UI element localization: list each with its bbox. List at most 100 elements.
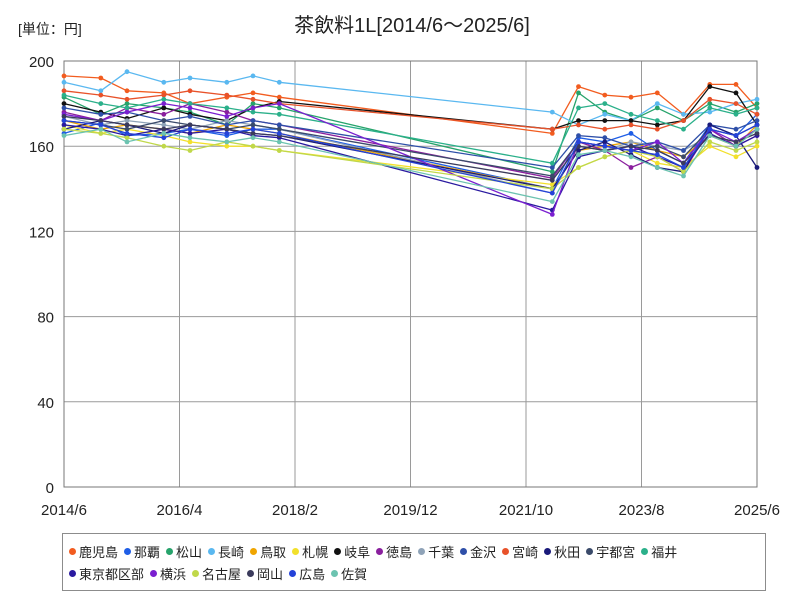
legend-label: 那覇 bbox=[134, 544, 161, 560]
legend-label: 岡山 bbox=[257, 566, 284, 582]
data-point bbox=[124, 96, 130, 102]
legend-item: 徳島 bbox=[376, 540, 412, 562]
data-point bbox=[98, 118, 104, 123]
legend-label: 鹿児島 bbox=[79, 544, 119, 560]
data-point bbox=[754, 101, 760, 106]
data-point bbox=[187, 148, 193, 153]
y-tick-label: 80 bbox=[37, 310, 54, 327]
data-point bbox=[61, 88, 67, 94]
data-point bbox=[576, 139, 581, 145]
x-tick-label: 2025/6 bbox=[734, 502, 780, 519]
legend-label: 鳥取 bbox=[260, 544, 287, 560]
data-point bbox=[224, 79, 230, 85]
data-point bbox=[276, 79, 282, 85]
x-tick-label: 2016/4 bbox=[157, 502, 203, 519]
legend-item: 広島 bbox=[289, 562, 325, 584]
legend-marker-icon bbox=[460, 547, 468, 555]
legend-item: 宇都宮 bbox=[586, 540, 635, 562]
data-point bbox=[654, 148, 660, 153]
data-point bbox=[549, 126, 555, 132]
data-point bbox=[576, 152, 581, 158]
data-point bbox=[161, 118, 167, 123]
data-point bbox=[707, 139, 713, 145]
legend-label: 福井 bbox=[651, 544, 678, 560]
data-point bbox=[124, 118, 130, 123]
series-9 bbox=[61, 105, 760, 170]
legend-items: 鹿児島 那覇 松山 長崎 鳥取 札幌 岐阜 徳島 千葉 金沢 宮崎 秋田 宇都宮 福井 東京都区部 横浜 名古屋… bbox=[69, 540, 761, 584]
data-point bbox=[602, 111, 608, 117]
legend-label: 千葉 bbox=[428, 544, 455, 560]
legend-label: 秋田 bbox=[554, 544, 581, 560]
data-point bbox=[733, 111, 739, 117]
data-point bbox=[224, 118, 230, 123]
data-point bbox=[681, 165, 686, 170]
legend-label: 金沢 bbox=[470, 544, 497, 560]
data-point bbox=[628, 94, 634, 100]
grid-lines bbox=[63, 60, 758, 488]
data-point bbox=[707, 122, 713, 128]
data-point bbox=[681, 154, 686, 160]
data-point bbox=[187, 88, 193, 94]
legend-item: 佐賀 bbox=[331, 562, 367, 584]
data-point bbox=[602, 101, 608, 106]
data-point bbox=[754, 118, 760, 123]
x-tick-label: 2014/6 bbox=[41, 502, 87, 519]
data-point bbox=[549, 212, 555, 217]
data-point bbox=[576, 105, 581, 111]
data-point bbox=[250, 131, 256, 136]
legend-item: 岐阜 bbox=[334, 540, 370, 562]
data-point bbox=[224, 139, 230, 145]
data-point bbox=[124, 126, 130, 132]
data-point bbox=[161, 96, 167, 102]
data-point bbox=[628, 165, 634, 170]
data-point bbox=[549, 165, 555, 170]
line-chart: [単位：円] 茶飲料1L[2014/6～2025/6] 0 40 80 120 160 2… bbox=[18, 14, 780, 519]
data-point bbox=[707, 126, 713, 132]
data-point bbox=[98, 101, 104, 106]
data-point bbox=[733, 101, 739, 106]
legend-item: 長崎 bbox=[208, 540, 244, 562]
data-point bbox=[224, 122, 230, 128]
data-point bbox=[187, 75, 193, 81]
data-point bbox=[707, 101, 713, 106]
data-point bbox=[224, 105, 230, 111]
legend-label: 宮崎 bbox=[512, 544, 539, 560]
data-point bbox=[61, 101, 67, 106]
data-point bbox=[654, 143, 660, 149]
series-13 bbox=[61, 92, 760, 166]
legend: 鹿児島 那覇 松山 長崎 鳥取 札幌 岐阜 徳島 千葉 金沢 宮崎 秋田 宇都宮 福井 東京都区部 横浜 名古屋… bbox=[62, 533, 766, 591]
data-point bbox=[276, 105, 282, 111]
data-point bbox=[224, 126, 230, 132]
data-point bbox=[98, 111, 104, 117]
data-point bbox=[576, 118, 581, 123]
data-point bbox=[707, 133, 713, 139]
unit-label: [単位：円] bbox=[18, 21, 82, 37]
data-point bbox=[276, 148, 282, 153]
data-point bbox=[628, 139, 634, 145]
legend-marker-icon bbox=[166, 547, 174, 555]
data-point bbox=[187, 139, 193, 145]
data-point bbox=[61, 73, 67, 79]
data-point bbox=[549, 109, 555, 115]
data-point bbox=[754, 143, 760, 149]
data-point bbox=[161, 105, 167, 111]
data-point bbox=[733, 143, 739, 149]
data-point bbox=[187, 101, 193, 106]
data-point bbox=[224, 143, 230, 149]
legend-label: 長崎 bbox=[218, 544, 245, 560]
data-point bbox=[161, 92, 167, 98]
data-point bbox=[161, 111, 167, 117]
data-point bbox=[654, 105, 660, 111]
data-point bbox=[250, 105, 256, 111]
data-point bbox=[161, 131, 167, 136]
data-point bbox=[681, 118, 686, 123]
data-point bbox=[276, 131, 282, 136]
data-point bbox=[628, 122, 634, 128]
legend-label: 広島 bbox=[299, 566, 326, 582]
data-point bbox=[161, 135, 167, 141]
data-point bbox=[98, 88, 104, 94]
x-tick-label: 2019/12 bbox=[383, 502, 437, 519]
legend-marker-icon bbox=[418, 547, 426, 555]
data-point bbox=[250, 143, 256, 149]
data-point bbox=[187, 114, 193, 119]
